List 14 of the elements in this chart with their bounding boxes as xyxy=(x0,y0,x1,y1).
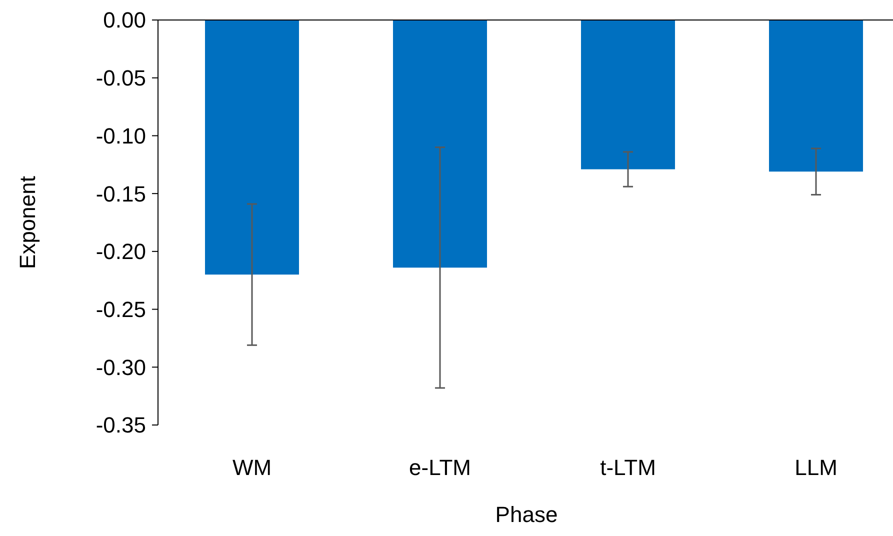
y-tick-label: -0.20 xyxy=(96,239,146,264)
y-tick-label: 0.00 xyxy=(103,8,146,33)
y-axis-title: Exponent xyxy=(15,176,40,269)
y-tick-label: -0.05 xyxy=(96,66,146,91)
y-tick-label: -0.25 xyxy=(96,296,146,322)
x-tick-label: e-LTM xyxy=(409,455,471,480)
y-tick-label: -0.35 xyxy=(96,412,146,438)
x-tick-label: LLM xyxy=(794,455,838,480)
y-tick-label: -0.30 xyxy=(96,354,146,380)
y-tick-label: -0.10 xyxy=(96,123,146,148)
x-tick-label: t-LTM xyxy=(600,455,656,480)
y-tick-label: -0.15 xyxy=(96,181,146,206)
x-axis-title: Phase xyxy=(495,502,558,527)
x-tick-label: WM xyxy=(232,455,272,480)
